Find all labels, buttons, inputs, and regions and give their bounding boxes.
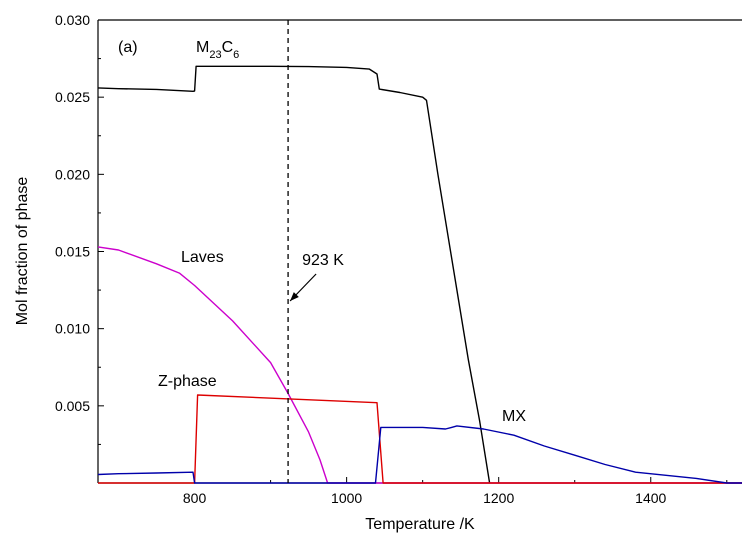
reference-line-label: 923 K	[302, 252, 344, 269]
y-tick-label: 0.020	[55, 166, 90, 182]
x-tick-label: 1000	[331, 490, 362, 506]
y-tick-label: 0.015	[55, 244, 90, 260]
mx-label: MX	[502, 408, 526, 425]
x-tick-label: 1400	[635, 490, 666, 506]
panel-label: (a)	[118, 39, 138, 56]
x-tick-label: 800	[183, 490, 207, 506]
reference-arrowhead	[290, 292, 299, 301]
y-tick-label: 0.010	[55, 321, 90, 337]
y-tick-label: 0.025	[55, 89, 90, 105]
m23c6-label: M23C6	[196, 39, 239, 61]
series-line-mx	[97, 425, 742, 484]
tick-group: 800 1000 1200 1400 0.005 0.010 0.015 0.020 0.025…	[55, 12, 728, 506]
z-phase-label: Z-phase	[158, 373, 217, 390]
series-line-z-phase	[98, 394, 742, 484]
series-group	[97, 65, 742, 484]
y-tick-label: 0.005	[55, 398, 90, 414]
y-axis-title: Mol fraction of phase	[14, 177, 31, 326]
x-axis-title: Temperature /K	[365, 516, 475, 533]
x-tick-label: 1200	[483, 490, 514, 506]
series-line-laves	[97, 246, 742, 484]
series-line-m	[97, 65, 491, 484]
y-tick-label: 0.030	[55, 12, 90, 28]
laves-label: Laves	[181, 249, 224, 266]
